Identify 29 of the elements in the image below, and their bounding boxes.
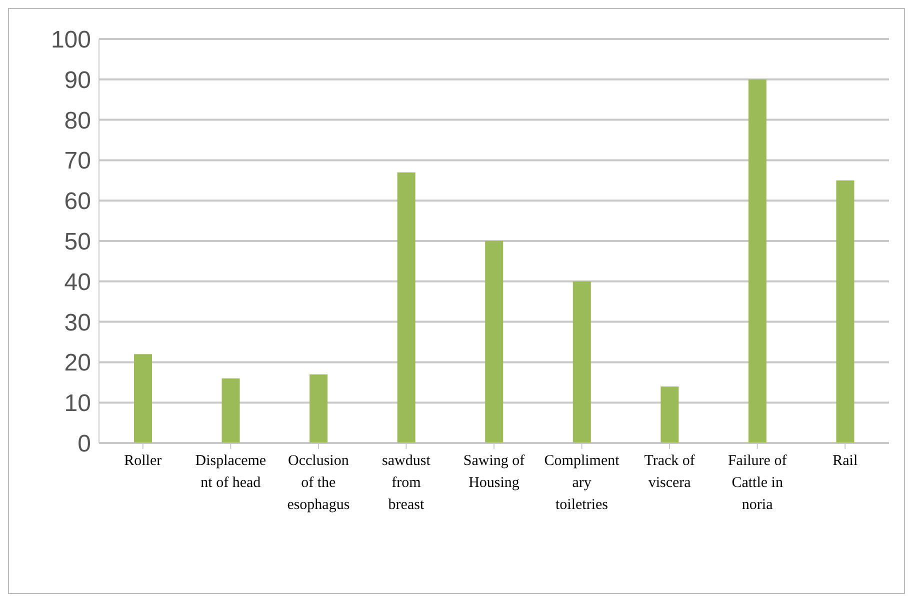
bar <box>836 180 854 443</box>
x-tick-label: sawdust from breast <box>382 453 432 513</box>
x-tick-label: Occlusion of the esophagus <box>287 453 350 513</box>
y-tick-label: 0 <box>78 430 91 458</box>
y-tick-label: 70 <box>64 148 91 175</box>
y-tick-label: 20 <box>64 350 91 377</box>
y-tick-label: 80 <box>64 107 91 134</box>
bar <box>572 281 591 443</box>
x-tick-label: Complimentary toiletries <box>544 453 620 513</box>
x-tick-label: Track of viscera <box>644 453 695 491</box>
bar <box>222 378 240 443</box>
y-tick-label: 10 <box>64 390 91 418</box>
bar <box>310 374 328 443</box>
bar <box>748 79 766 443</box>
x-tick-label: Failure of Cattle in noria <box>728 453 787 513</box>
y-tick-label: 50 <box>64 228 91 256</box>
x-tick-label: Displacement of head <box>195 453 266 491</box>
x-tick-label: Roller <box>124 453 162 469</box>
bar <box>485 241 504 443</box>
bar <box>397 172 416 443</box>
x-tick-label: Rail <box>832 453 858 469</box>
y-tick-label: 40 <box>64 268 91 296</box>
y-tick-label: 60 <box>64 188 91 216</box>
y-tick-label: 30 <box>64 309 91 336</box>
bar <box>134 354 152 443</box>
y-tick-label: 100 <box>50 26 91 54</box>
x-tick-label: Sawing of Housing <box>463 453 525 491</box>
y-tick-label: 90 <box>64 66 91 94</box>
bar <box>660 386 679 443</box>
